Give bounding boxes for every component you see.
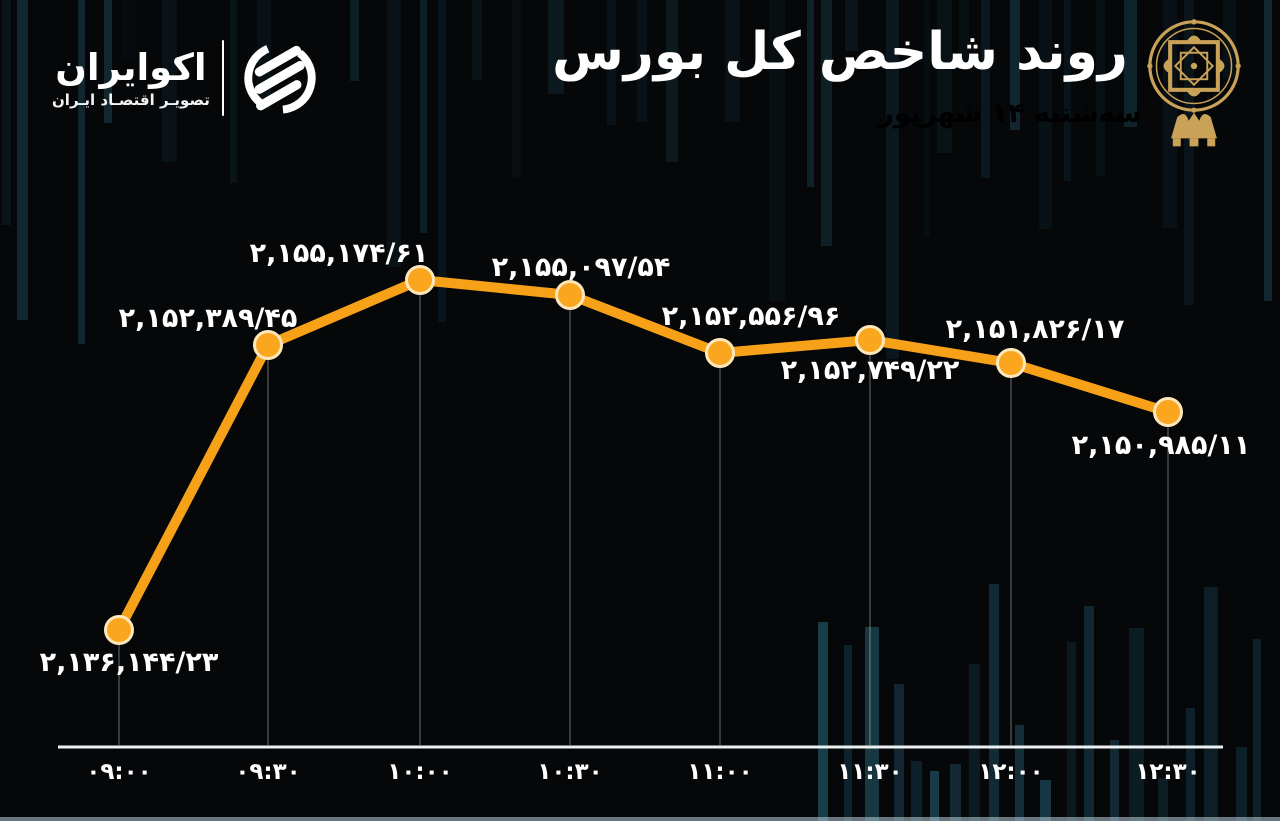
background-bar [936,0,953,153]
data-point [104,615,134,645]
background-bar [959,0,970,63]
ecoiran-logo-icon [244,42,316,114]
x-axis-tick-label: ۱۲:۳۰ [1135,759,1200,785]
trend-line [114,275,1173,635]
background-bar [162,0,177,162]
background-bar [989,584,999,821]
background-bar [910,761,922,821]
brand-name: اکوایران [55,45,207,89]
date-label: سه‌شنبه ۱۴ شهریور [878,98,1142,129]
background-bar [78,0,86,345]
background-bar [894,683,904,821]
background-bar [2,0,11,225]
background-bar [1264,0,1272,302]
background-bar [981,0,991,178]
background-bar [1162,0,1178,229]
point-value-label: ۲,۱۵۲,۷۴۹/۲۲ [781,355,960,386]
background-bar [666,0,679,162]
background-bar [1109,739,1120,821]
data-point [855,325,885,355]
background-bar [637,0,648,122]
background-bar [1236,746,1247,821]
background-bar [1014,724,1025,821]
background-bar [1158,777,1168,821]
background-bar [104,0,113,123]
background-bar [472,0,483,81]
background-bar [844,0,858,51]
background-bar [818,622,828,821]
brand-tagline: تصویـر اقتصـاد ایـران [52,91,210,110]
background-bar [949,764,961,821]
background-bar [17,0,28,320]
x-axis-tick-label: ۰۹:۰۰ [86,759,151,785]
data-point [555,280,585,310]
logo-separator [221,40,225,116]
background-bar [548,0,564,94]
x-axis-tick-label: ۱۱:۰۰ [687,759,752,785]
data-point [996,348,1026,378]
background-bar [437,0,447,323]
background-bar [121,0,137,60]
background-bar [229,0,237,184]
background-bar [843,644,853,821]
background-bar [1096,0,1106,177]
background-bar [1203,586,1219,821]
background-bar [1252,638,1262,821]
background-bar [1039,780,1051,821]
bottom-edge-strip [0,817,1280,821]
background-bar [1063,0,1071,182]
point-value-label: ۲,۱۵۱,۸۲۶/۱۷ [946,314,1125,345]
x-axis-tick-label: ۱۰:۳۰ [537,759,602,785]
x-axis-tick-label: ۱۰:۰۰ [387,759,452,785]
background-bar [1123,0,1138,128]
data-point [1153,397,1183,427]
background-bar [929,771,940,821]
background-bar [923,0,931,238]
data-point [405,265,435,295]
x-axis-tick-label: ۱۱:۳۰ [837,759,902,785]
background-bar [511,0,523,178]
point-value-label: ۲,۱۵۲,۳۸۹/۴۵ [119,303,298,334]
page-title: روند شاخص کل بورس [552,22,1128,82]
background-bar [1129,627,1145,821]
stock-exchange-emblem-icon [1147,19,1241,147]
background-bar [769,0,785,302]
data-point [253,330,283,360]
brand-logo: اکوایران تصویـر اقتصـاد ایـران [52,34,324,122]
background-bar [807,0,814,188]
background-bar [820,0,833,247]
background-bar [349,0,360,82]
point-value-label: ۲,۱۳۶,۱۴۴/۲۳ [40,647,219,678]
background-bar [864,627,880,821]
point-value-label: ۲,۱۵۵,۰۹۷/۵۴ [492,252,671,283]
x-axis-tick-label: ۱۲:۰۰ [978,759,1043,785]
background-bar [1010,0,1021,130]
data-point [705,338,735,368]
point-value-label: ۲,۱۵۲,۵۵۶/۹۶ [662,301,841,332]
background-bar [1067,641,1076,821]
background-bar [1185,708,1196,821]
background-bar [387,0,402,268]
background-bar [1084,606,1095,821]
point-value-label: ۲,۱۵۵,۱۷۴/۶۱ [250,238,429,269]
background-bar [1183,0,1194,305]
background-bar [724,0,741,122]
point-value-label: ۲,۱۵۰,۹۸۵/۱۱ [1072,430,1251,461]
background-bar [1039,0,1052,229]
x-axis-tick-label: ۰۹:۳۰ [235,759,300,785]
background-bar [885,0,899,359]
background-bar [606,0,616,125]
background-bar [419,0,427,234]
background-bar [969,663,981,821]
